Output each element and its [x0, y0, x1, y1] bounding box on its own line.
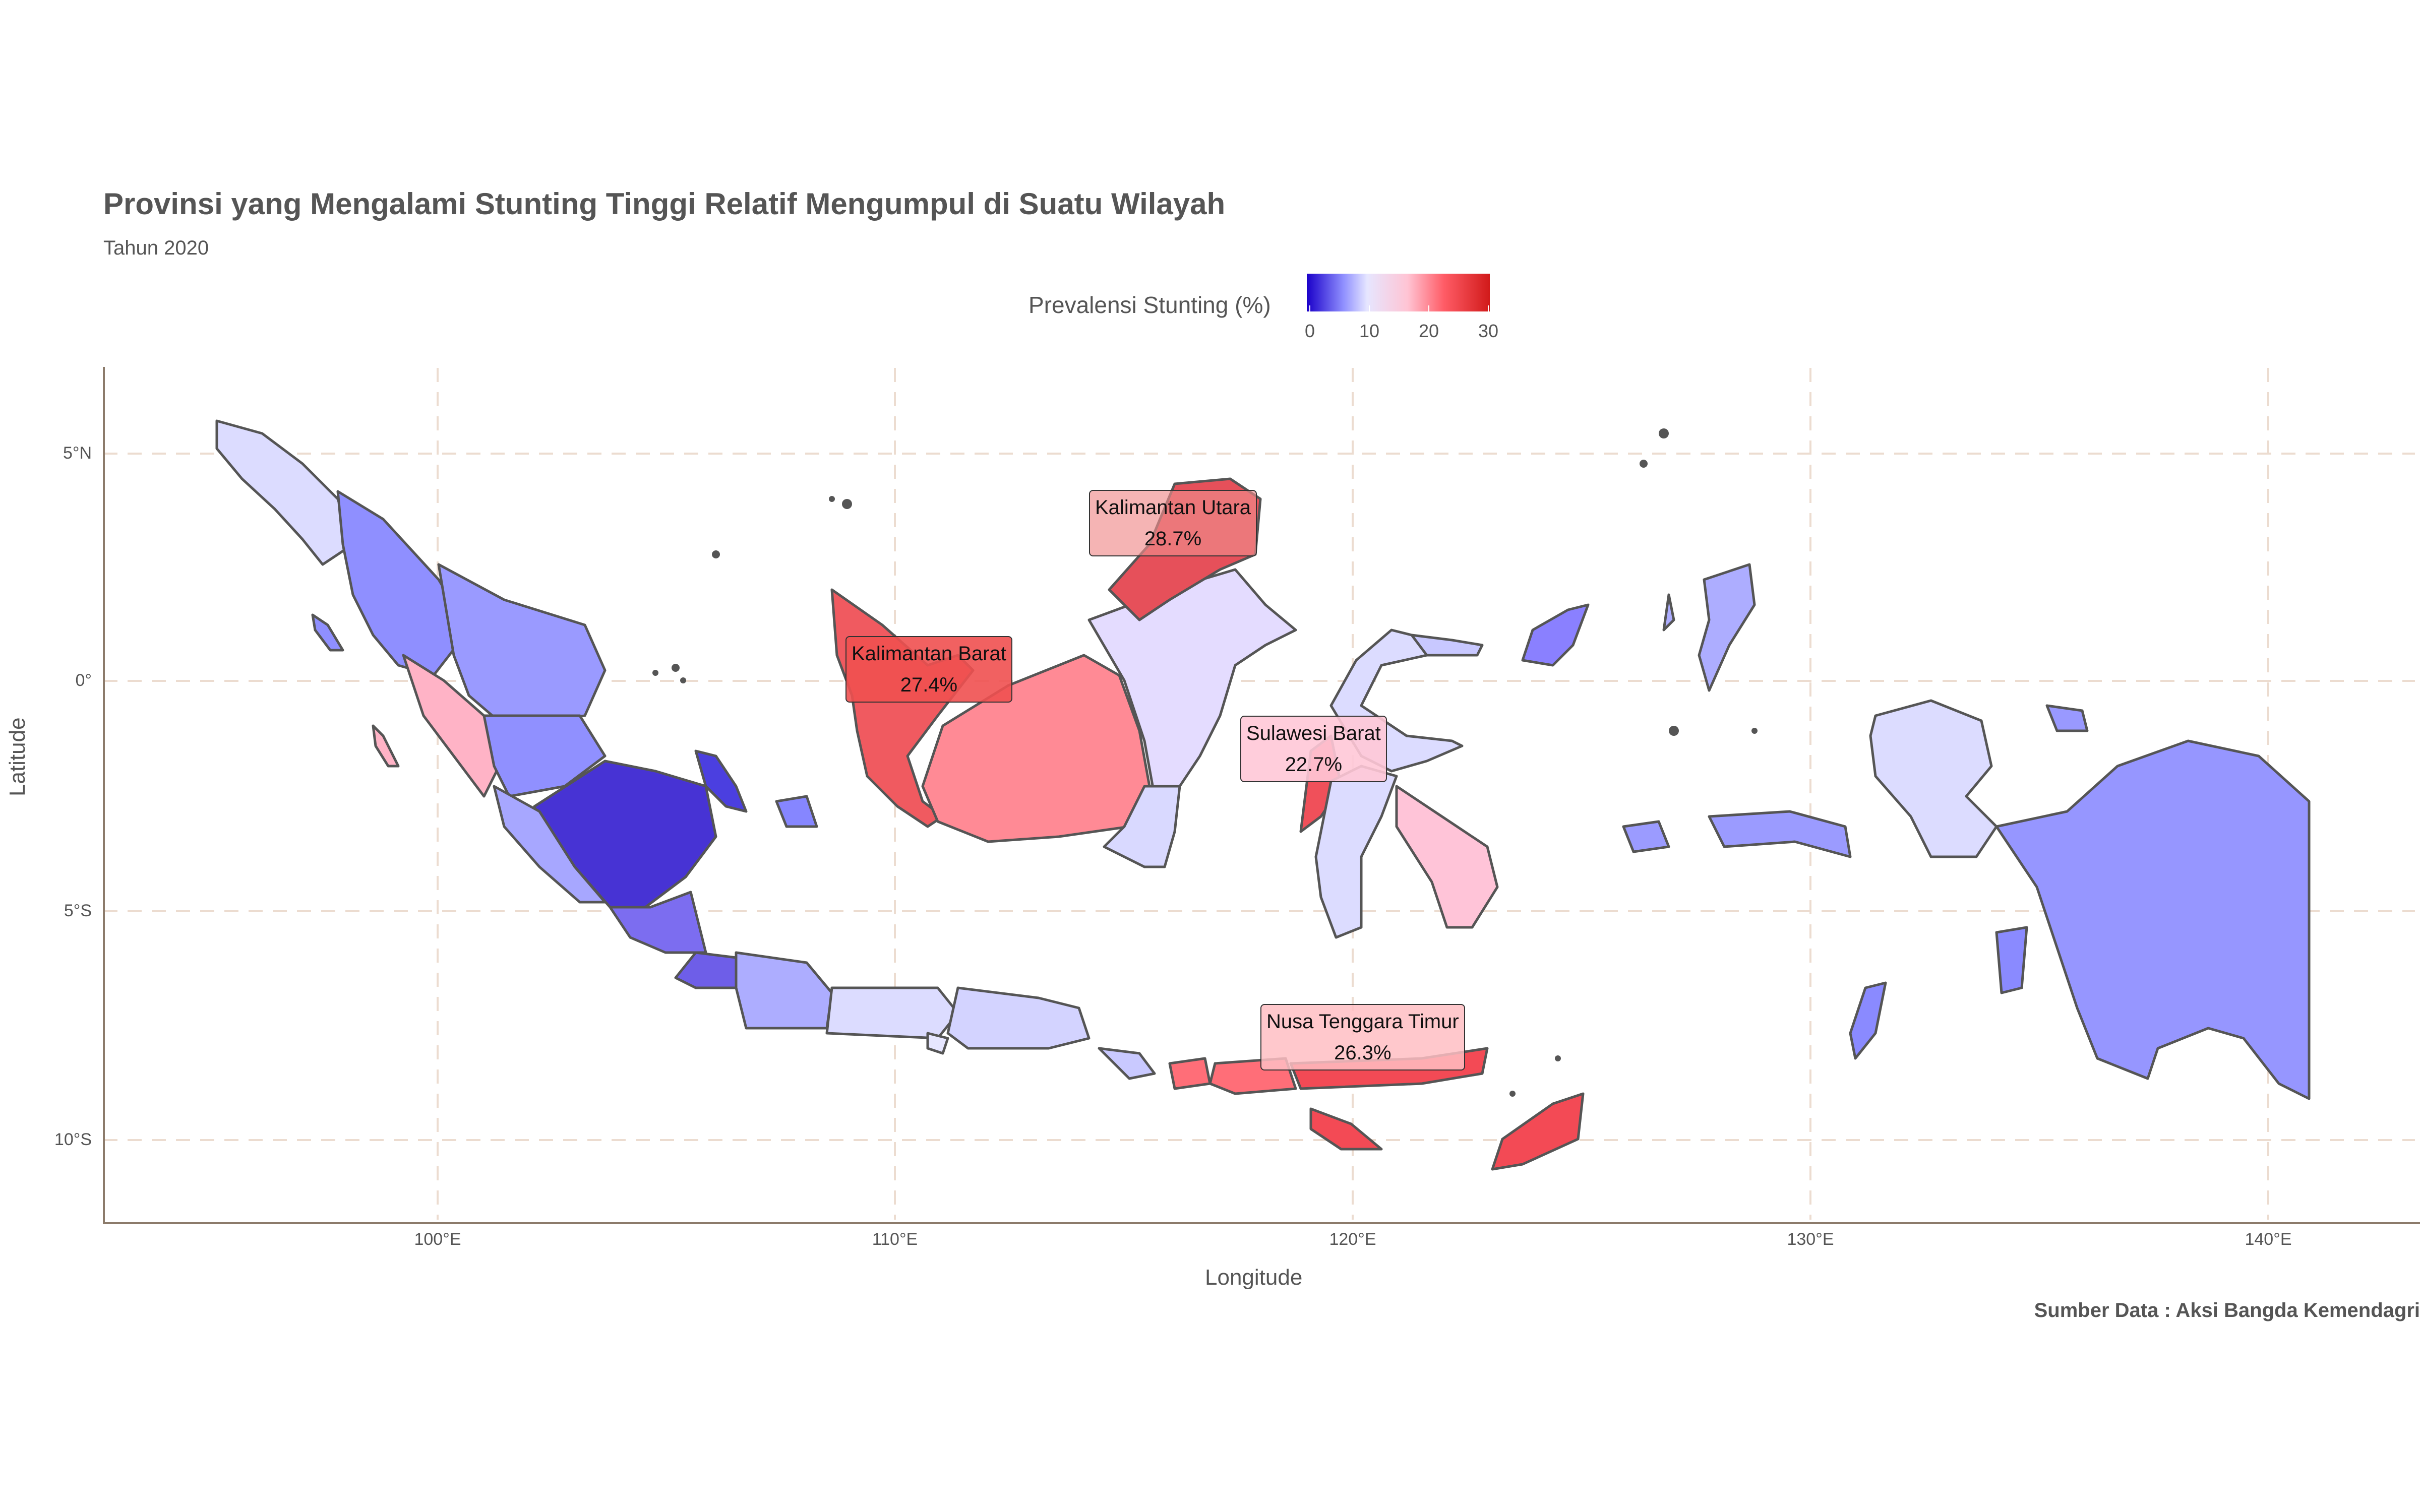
province-bangka-belitung	[694, 749, 748, 813]
label-name: Sulawesi Barat	[1246, 722, 1381, 744]
province-kepulauan-riau	[775, 795, 818, 828]
y-tick-label: 5°N	[63, 444, 92, 463]
legend-colorbar	[1307, 274, 1490, 311]
province-sulawesi-selatan	[1314, 765, 1398, 939]
chart-subtitle: Tahun 2020	[103, 237, 209, 259]
label-name: Kalimantan Barat	[852, 643, 1006, 665]
x-tick-label: 130°E	[1787, 1230, 1834, 1249]
y-axis-label: Latitude	[5, 717, 30, 796]
chart-title: Provinsi yang Mengalami Stunting Tinggi …	[103, 187, 1226, 221]
y-tick-label: 10°S	[54, 1130, 92, 1149]
caption: Sumber Data : Aksi Bangda Kemendagri	[2034, 1299, 2420, 1321]
legend-tick-label: 20	[1418, 321, 1439, 341]
label-value: 26.3%	[1334, 1042, 1392, 1064]
x-tick-label: 110°E	[872, 1230, 918, 1249]
island-aru	[1995, 926, 2028, 994]
x-axis-label: Longitude	[1205, 1265, 1303, 1290]
x-tick-label: 140°E	[2245, 1230, 2292, 1249]
legend-tick-mark	[1488, 305, 1489, 311]
legend-tick-mark	[1428, 305, 1429, 311]
province-bali	[1098, 1047, 1156, 1080]
island-nias	[372, 724, 400, 768]
legend-tick-label: 10	[1359, 321, 1380, 341]
label-name: Nusa Tenggara Timur	[1266, 1011, 1459, 1033]
province-jawa-barat	[735, 951, 833, 1030]
province-papua	[1995, 739, 2311, 1100]
province-kalimantan-timur	[1087, 568, 1297, 798]
label-value: 22.7%	[1285, 753, 1343, 776]
legend-tick-mark	[1309, 305, 1310, 311]
province-banten	[674, 951, 738, 989]
province-diy	[926, 1032, 949, 1055]
island-buru	[1622, 820, 1670, 853]
legend-tick-label: 0	[1304, 321, 1315, 341]
legend-title: Prevalensi Stunting (%)	[1028, 292, 1271, 318]
province-sumatera-barat	[402, 654, 501, 798]
y-tick-label: 0°	[75, 671, 92, 690]
province-jawa-tengah	[825, 986, 959, 1040]
province-riau	[437, 563, 607, 727]
label-sulawesi-barat: Sulawesi Barat 22.7%	[1240, 716, 1387, 782]
province-maluku-utara	[1662, 563, 1756, 692]
x-tick-label: 100°E	[414, 1230, 461, 1249]
label-value: 28.7%	[1144, 528, 1202, 550]
label-nusa-tenggara-timur: Nusa Tenggara Timur 26.3%	[1260, 1004, 1465, 1070]
legend-tick-mark	[1369, 305, 1370, 311]
province-sulawesi-utara	[1521, 603, 1590, 667]
province-kalimantan-selatan	[1103, 785, 1181, 868]
province-jawa-timur	[946, 986, 1091, 1050]
label-kalimantan-barat: Kalimantan Barat 27.4%	[845, 636, 1012, 703]
x-tick-label: 120°E	[1329, 1230, 1376, 1249]
province-papua-barat	[1869, 699, 1998, 858]
island-tanimbar	[1849, 981, 1887, 1060]
island-biak	[2045, 704, 2089, 732]
small-islands	[652, 428, 1758, 1097]
province-bengkulu	[493, 785, 607, 904]
province-aceh	[215, 419, 354, 566]
label-kalimantan-utara: Kalimantan Utara 28.7%	[1089, 490, 1257, 556]
legend-tick-label: 30	[1478, 321, 1499, 341]
province-sulawesi-tenggara	[1395, 785, 1499, 929]
island-simeulue	[311, 613, 344, 652]
label-name: Kalimantan Utara	[1095, 496, 1251, 519]
y-tick-label: 5°S	[64, 901, 92, 920]
island-seram	[1708, 810, 1852, 858]
label-value: 27.4%	[900, 674, 958, 696]
